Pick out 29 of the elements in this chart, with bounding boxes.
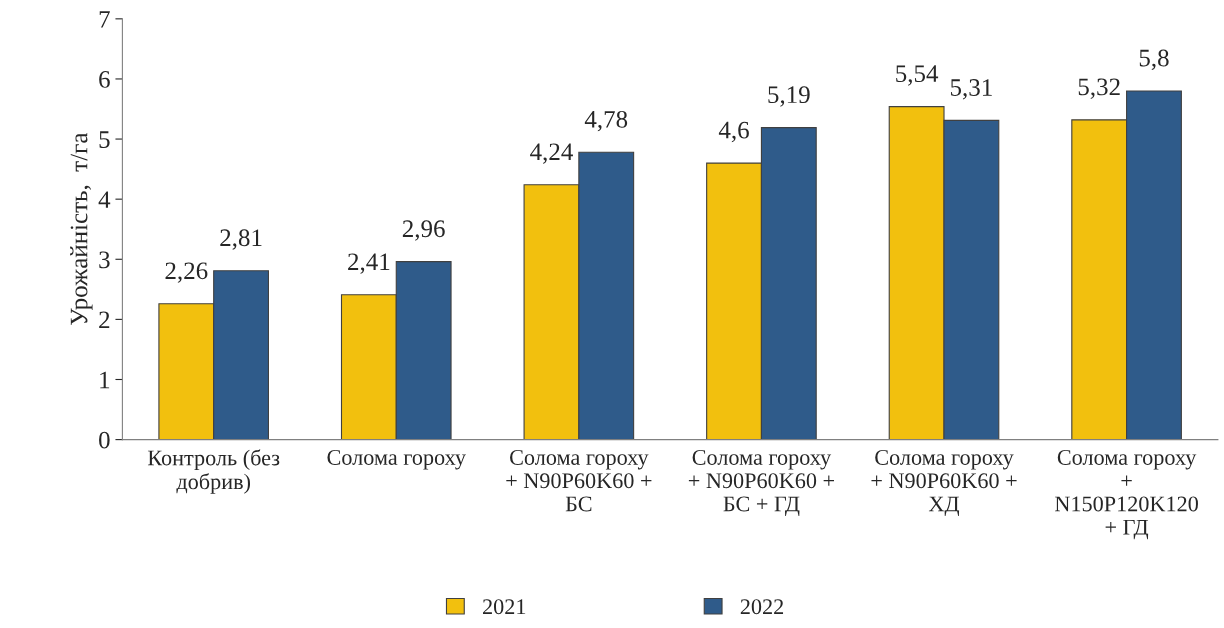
data-label: 5,32 <box>1078 78 1120 99</box>
y-tick-label: 1 <box>100 371 110 389</box>
data-label: 5,8 <box>1139 49 1169 71</box>
y-tick-label: 2 <box>99 311 110 329</box>
x-tick-label: Солома гороху <box>327 449 466 470</box>
data-label: 4,78 <box>584 110 628 132</box>
y-tick-label: 5 <box>99 131 110 148</box>
data-label: 4,6 <box>718 121 749 143</box>
data-label: 4,24 <box>530 143 573 164</box>
y-tick-label: 6 <box>99 71 110 88</box>
data-label: 2,96 <box>402 220 445 241</box>
y-tick-label: 0 <box>99 431 110 449</box>
legend-label: 2022 <box>740 599 784 615</box>
y-axis-title: Урожайність, т/га <box>70 132 93 326</box>
x-tick-label: Контроль (без добрив) <box>147 449 280 494</box>
data-label: 5,19 <box>768 86 810 107</box>
data-label: 2,81 <box>220 229 262 250</box>
data-label: 2,26 <box>165 262 208 283</box>
x-tick-label: Солома гороху + N90P60K60 + БС <box>506 449 652 512</box>
data-label: 2,41 <box>348 253 390 274</box>
y-tick-label: 4 <box>98 191 111 208</box>
y-tick-label: 3 <box>99 251 110 269</box>
data-label: 5,31 <box>950 79 992 100</box>
x-tick-label: Солома гороху + N150P120K120 + ГД <box>1055 449 1198 540</box>
x-tick-label: Солома гороху + N90P60K60 + ХД <box>871 449 1017 516</box>
legend-label: 2021 <box>483 599 526 615</box>
y-tick-label: 7 <box>99 11 110 28</box>
x-tick-label: Солома гороху + N90P60K60 + БС + ГД <box>688 449 834 516</box>
data-label: 5,54 <box>896 65 939 86</box>
